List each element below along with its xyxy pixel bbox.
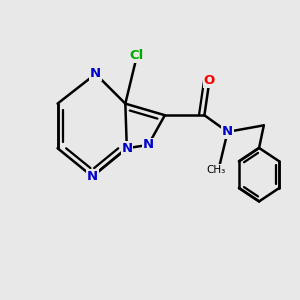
Text: N: N <box>121 142 132 155</box>
Text: O: O <box>204 74 215 87</box>
Text: N: N <box>90 68 101 80</box>
Text: Cl: Cl <box>130 49 144 62</box>
Text: N: N <box>222 125 233 138</box>
Text: N: N <box>143 138 154 152</box>
Text: CH₃: CH₃ <box>207 165 226 175</box>
Text: N: N <box>87 170 98 183</box>
